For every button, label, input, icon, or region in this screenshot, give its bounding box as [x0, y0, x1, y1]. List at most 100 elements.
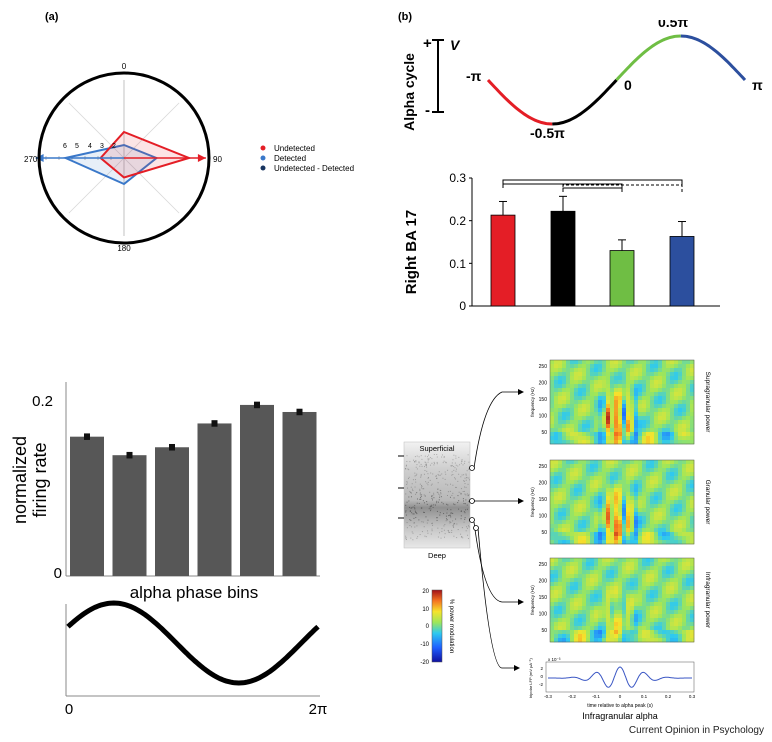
spectrogram-cell — [582, 388, 587, 393]
spectrogram-cell — [602, 574, 607, 579]
spectrogram-cell — [582, 540, 587, 545]
spectrogram-cell — [690, 536, 695, 541]
spectrogram-title: Infragranular power — [704, 572, 711, 629]
spectrogram-cell — [578, 420, 583, 425]
spectrogram-cell — [582, 468, 587, 473]
spectrogram-cell — [674, 372, 679, 377]
spectrogram-cell — [630, 598, 635, 603]
spectrogram-cell — [642, 610, 647, 615]
spectrogram-cell — [690, 590, 695, 595]
spectrogram-cell — [654, 618, 659, 623]
spectrogram-cell — [578, 432, 583, 437]
spectrogram-cell — [670, 484, 675, 489]
spectrogram-cell — [690, 562, 695, 567]
spectrogram-cell — [594, 574, 599, 579]
spectrogram-cell — [666, 598, 671, 603]
spectrogram-cell — [550, 496, 555, 501]
spectrogram-cell — [614, 384, 619, 389]
spectrogram-cell — [578, 500, 583, 505]
spectrogram-cell — [654, 484, 659, 489]
spectrogram-cell — [590, 464, 595, 469]
spectrogram-cell — [646, 618, 651, 623]
spectrogram-cell — [646, 622, 651, 627]
spectrogram-cell — [690, 364, 695, 369]
spectrogram-cell — [586, 578, 591, 583]
spectrogram-cell — [598, 586, 603, 591]
spectrogram-cell — [578, 388, 583, 393]
spectrogram-cell — [646, 396, 651, 401]
spectrogram-cell — [646, 634, 651, 639]
spectrogram-cell — [634, 540, 639, 545]
spectrogram-cell — [646, 500, 651, 505]
spectrogram-cell — [598, 472, 603, 477]
spectrogram-cell — [654, 634, 659, 639]
legend-label: Undetected — [274, 144, 315, 153]
spectrogram-cell — [614, 380, 619, 385]
spectrogram-cell — [678, 460, 683, 465]
spectrogram-cell — [594, 436, 599, 441]
spectrogram-cell — [670, 500, 675, 505]
spectrogram-cell — [578, 372, 583, 377]
spectrogram-cell — [670, 396, 675, 401]
spectrogram-cell — [582, 492, 587, 497]
spectrogram-cell — [622, 412, 627, 417]
spectrogram-cell — [574, 408, 579, 413]
spectrogram-cell — [626, 416, 631, 421]
spectrogram-cell — [662, 432, 667, 437]
spectrogram-cell — [654, 536, 659, 541]
spectrogram-cell — [674, 504, 679, 509]
spectrogram-cell — [602, 480, 607, 485]
spectrogram-cell — [594, 420, 599, 425]
spectrogram-cell — [622, 500, 627, 505]
spectrogram-cell — [638, 582, 643, 587]
spectrogram-cell — [634, 504, 639, 509]
spectrogram-cell — [654, 480, 659, 485]
spectrogram-cell — [598, 512, 603, 517]
spectrogram-cell — [618, 460, 623, 465]
spectrogram-cell — [634, 594, 639, 599]
spectrogram-cell — [610, 484, 615, 489]
spectrogram-cell — [686, 532, 691, 537]
spectrogram-cell — [626, 508, 631, 513]
spectrogram-cell — [550, 364, 555, 369]
spectrogram-cell — [618, 590, 623, 595]
spectrogram-cell — [550, 424, 555, 429]
spectrogram-cell — [670, 618, 675, 623]
spectrogram-cell — [590, 590, 595, 595]
spectrogram-cell — [634, 602, 639, 607]
alpha-xtick: 0.1 — [641, 694, 648, 699]
spectrogram-cell — [606, 540, 611, 545]
spectrogram-cell — [602, 590, 607, 595]
spectrogram-cell — [610, 566, 615, 571]
spectrogram-cell — [550, 586, 555, 591]
spectrogram-cell — [606, 472, 611, 477]
spectrogram-cell — [562, 372, 567, 377]
spectrogram-cell — [626, 368, 631, 373]
spectrogram-cell — [634, 468, 639, 473]
radial-tick: 4 — [88, 143, 92, 150]
spectrogram-cell — [610, 368, 615, 373]
spectrogram-cell — [682, 634, 687, 639]
spectrogram-cell — [582, 380, 587, 385]
spectrogram-cell — [602, 436, 607, 441]
spectrogram-cell — [674, 618, 679, 623]
spectrogram-cell — [598, 372, 603, 377]
spectrogram-cell — [626, 388, 631, 393]
spectrogram-cell — [682, 618, 687, 623]
spectrogram-cell — [586, 540, 591, 545]
spectrogram-cell — [650, 512, 655, 517]
spectrogram-cell — [590, 626, 595, 631]
firing-bar — [112, 455, 147, 576]
spectrogram-cell — [638, 578, 643, 583]
spectrogram-cell — [622, 626, 627, 631]
spectrogram-cell — [654, 380, 659, 385]
spectrogram-cell — [550, 468, 555, 473]
spectrogram-cell — [650, 360, 655, 365]
spectrogram-cell — [578, 424, 583, 429]
spectrogram-cell — [566, 492, 571, 497]
spectrogram-cell — [646, 364, 651, 369]
spectrogram-cell — [598, 428, 603, 433]
spectrogram-cell — [654, 472, 659, 477]
spectrogram-cell — [682, 622, 687, 627]
spectrogram-cell — [634, 598, 639, 603]
